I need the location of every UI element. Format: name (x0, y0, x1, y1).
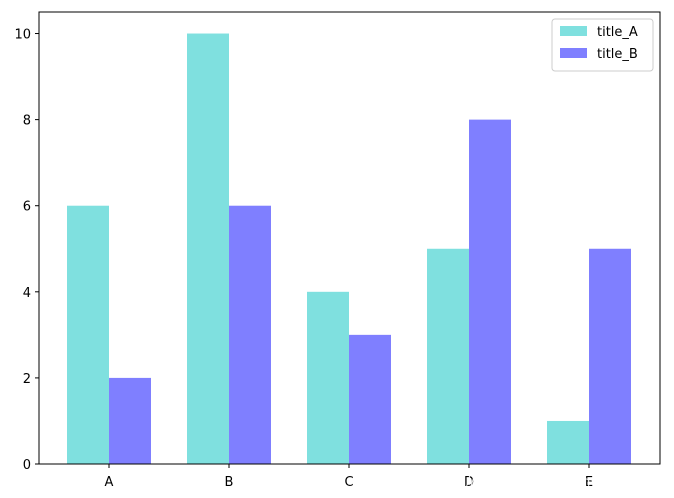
bar-title_A-C (307, 291, 349, 464)
bar-title_B-B (229, 205, 271, 464)
legend-swatch-title_A (560, 26, 587, 36)
x-tick-label: A (105, 475, 114, 490)
bar-title_A-E (547, 420, 589, 464)
legend-label-title_A: title_A (597, 25, 638, 40)
y-tick-label: 0 (23, 458, 31, 473)
watermark-text: https://blog.csdn.net/kenyuan666 (428, 475, 647, 490)
bar-title_B-E (589, 248, 631, 464)
bar-title_B-C (349, 334, 391, 464)
y-tick-label: 4 (23, 286, 31, 301)
legend: title_A title_B (551, 18, 654, 72)
legend-swatch-title_B (560, 48, 587, 58)
bars-layer (67, 33, 631, 465)
y-tick-label: 6 (23, 200, 31, 215)
legend-label-title_B: title_B (597, 47, 638, 62)
x-tick-label: E (585, 475, 593, 490)
x-tick-label: C (344, 475, 353, 490)
y-tick-label: 8 (23, 114, 31, 129)
bar-title_B-A (109, 377, 151, 464)
x-axis: A B C D E (105, 464, 593, 490)
bar-title_A-B (187, 33, 229, 465)
y-axis: 0 2 4 6 8 10 (14, 28, 39, 473)
x-tick-label: D (464, 475, 474, 490)
bar-title_A-A (67, 205, 109, 464)
x-tick-label: B (225, 475, 234, 490)
bar-title_B-D (469, 119, 511, 464)
y-tick-label: 2 (23, 372, 31, 387)
bar-title_A-D (427, 248, 469, 464)
y-tick-label: 10 (14, 28, 31, 43)
